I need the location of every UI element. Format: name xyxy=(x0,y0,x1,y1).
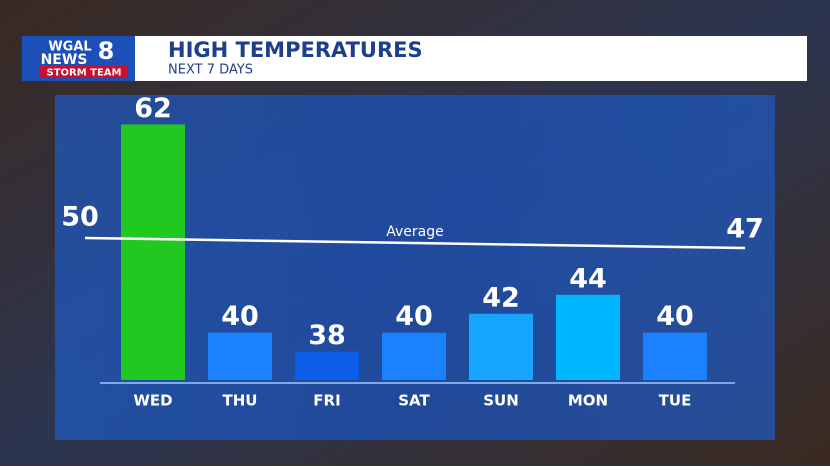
value-label: 62 xyxy=(134,93,172,124)
x-tick-label: WED xyxy=(133,392,172,410)
chart-title: HIGH TEMPERATURES xyxy=(168,38,423,62)
average-label: Average xyxy=(386,224,444,240)
x-tick-label: THU xyxy=(223,392,258,410)
bar xyxy=(295,351,359,380)
chart-subtitle: NEXT 7 DAYS xyxy=(168,63,253,78)
logo-channel: 8 xyxy=(98,37,115,65)
bar xyxy=(382,332,446,380)
header-band xyxy=(135,36,807,81)
value-label: 38 xyxy=(308,320,346,351)
x-tick-label: MON xyxy=(568,392,608,410)
bar xyxy=(469,313,533,380)
logo-station: WGAL xyxy=(48,40,91,55)
average-end-label: 47 xyxy=(726,214,764,245)
value-label: 40 xyxy=(656,301,694,332)
value-label: 40 xyxy=(395,301,433,332)
bar xyxy=(208,332,272,380)
x-tick-label: TUE xyxy=(659,392,692,410)
value-label: 40 xyxy=(221,301,259,332)
value-label: 42 xyxy=(482,282,520,313)
bar xyxy=(556,294,620,380)
logo-team-band xyxy=(40,66,128,78)
logo-news: NEWS xyxy=(41,52,88,68)
x-tick-label: FRI xyxy=(313,392,340,410)
average-line xyxy=(84,236,746,250)
bar xyxy=(121,124,185,380)
logo-team: STORM TEAM xyxy=(47,68,122,79)
bar xyxy=(643,332,707,380)
value-label: 44 xyxy=(569,263,607,294)
x-tick-label: SUN xyxy=(483,392,519,410)
x-tick-label: SAT xyxy=(398,392,430,410)
average-start-label: 50 xyxy=(61,202,99,233)
